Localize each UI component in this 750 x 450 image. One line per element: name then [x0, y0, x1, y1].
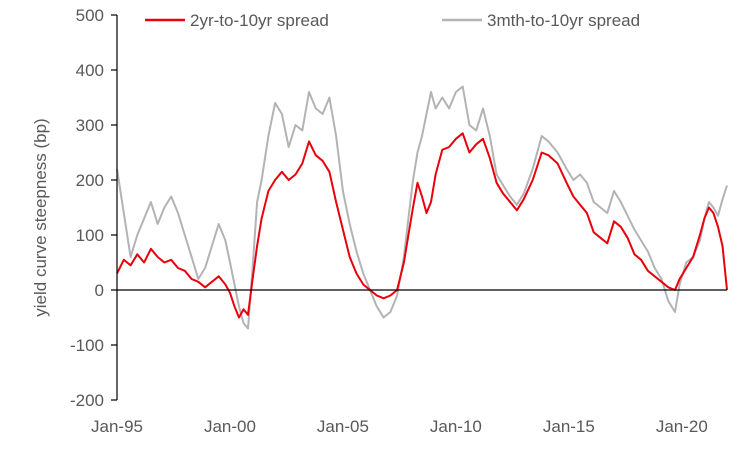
x-tick-label: Jan-05: [317, 417, 369, 436]
y-tick-label: 300: [76, 116, 104, 135]
legend-label: 3mth-to-10yr spread: [487, 11, 640, 30]
y-tick-label: 200: [76, 171, 104, 190]
y-tick-label: -200: [70, 391, 104, 410]
series-layer: [117, 87, 727, 329]
legend-label: 2yr-to-10yr spread: [190, 11, 329, 30]
y-tick-label: 500: [76, 6, 104, 25]
y-axis-title: yield curve steepness (bp): [31, 118, 50, 316]
x-tick-label: Jan-95: [91, 417, 143, 436]
x-tick-label: Jan-20: [656, 417, 708, 436]
y-tick-label: 100: [76, 226, 104, 245]
y-tick-label: 0: [95, 281, 104, 300]
x-tick-label: Jan-00: [204, 417, 256, 436]
x-tick-label: Jan-10: [430, 417, 482, 436]
legend: 2yr-to-10yr spread 3mth-to-10yr spread: [145, 11, 640, 30]
x-axis-ticks: Jan-95 Jan-00 Jan-05 Jan-10 Jan-15 Jan-20: [91, 417, 708, 436]
y-tick-label: 400: [76, 61, 104, 80]
x-tick-label: Jan-15: [543, 417, 595, 436]
series-line-3mth-to-10yr: [117, 87, 727, 329]
y-axis-ticks: -200 -100 0 100 200 300 400 500: [70, 6, 117, 410]
y-tick-label: -100: [70, 336, 104, 355]
